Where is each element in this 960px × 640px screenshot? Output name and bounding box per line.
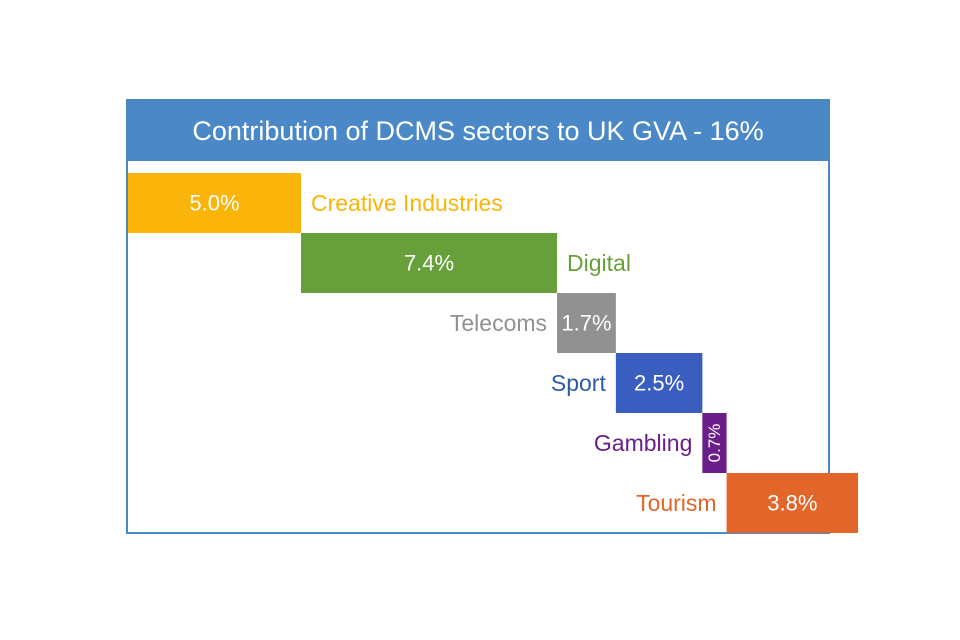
value-label: 7.4%	[404, 251, 454, 276]
value-label: 3.8%	[767, 491, 817, 516]
bar-tourism	[726, 473, 859, 533]
value-label: 0.7%	[705, 424, 724, 463]
value-label: 1.7%	[561, 311, 611, 336]
category-label: Creative Industries	[311, 190, 503, 216]
chart-title: Contribution of DCMS sectors to UK GVA -…	[128, 101, 828, 161]
value-label: 2.5%	[634, 371, 684, 396]
value-label: 5.0%	[189, 191, 239, 216]
category-label: Digital	[567, 250, 631, 276]
bar-sport	[615, 353, 703, 413]
chart-frame: Contribution of DCMS sectors to UK GVA -…	[126, 99, 830, 534]
bar-telecoms	[557, 293, 616, 353]
category-label: Sport	[551, 370, 607, 396]
category-label: Tourism	[636, 490, 717, 516]
bar-gambling	[702, 413, 727, 473]
bar-creative-industries	[128, 173, 301, 233]
category-label: Telecoms	[450, 310, 547, 336]
bar-digital	[301, 233, 558, 293]
category-label: Gambling	[594, 430, 692, 456]
